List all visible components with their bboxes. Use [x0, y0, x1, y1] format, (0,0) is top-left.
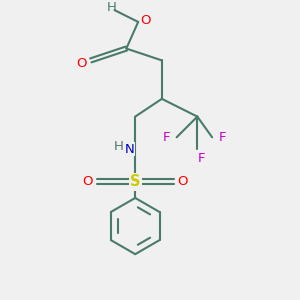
Text: O: O [77, 57, 87, 70]
Text: N: N [125, 142, 135, 156]
Text: H: H [114, 140, 124, 153]
Text: F: F [163, 131, 170, 144]
Text: O: O [140, 14, 151, 27]
Text: F: F [198, 152, 206, 164]
Text: H: H [106, 1, 116, 13]
Text: F: F [219, 131, 226, 144]
Text: O: O [177, 175, 188, 188]
Text: O: O [82, 175, 93, 188]
Text: S: S [130, 174, 140, 189]
